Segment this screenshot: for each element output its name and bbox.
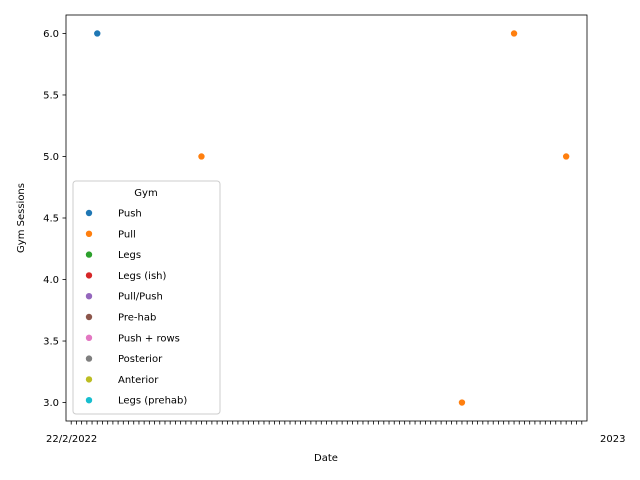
legend-label: Legs (ish) bbox=[118, 271, 167, 282]
data-point bbox=[197, 152, 206, 161]
legend-label: Posterior bbox=[118, 354, 163, 365]
legend-marker bbox=[85, 292, 93, 301]
data-points bbox=[93, 29, 570, 407]
legend-label: Pre-hab bbox=[118, 313, 156, 324]
legend-marker bbox=[85, 271, 93, 280]
legend-label: Pull/Push bbox=[118, 292, 163, 303]
x-axis-label: Date bbox=[314, 453, 338, 464]
legend-entries: Push Pull Legs Legs (ish) Pull/Push Pre-hab Pu… bbox=[85, 209, 187, 407]
x-tick-labels-left: 22/2/2022 bbox=[46, 434, 97, 445]
legend-label: Pull bbox=[118, 229, 136, 240]
data-point bbox=[93, 29, 102, 38]
plot-frame bbox=[65, 14, 588, 422]
data-point bbox=[562, 152, 570, 161]
legend-label: Legs bbox=[118, 250, 141, 261]
legend-label: Legs (prehab) bbox=[118, 396, 187, 407]
legend-marker bbox=[85, 354, 93, 363]
legend-frame bbox=[72, 180, 221, 415]
y-tick-label: 6.0 bbox=[43, 29, 59, 40]
legend-marker bbox=[85, 209, 93, 217]
x-tick-labels-right: 2023 bbox=[600, 434, 625, 445]
legend-marker bbox=[85, 230, 93, 238]
legend-label: Push bbox=[118, 209, 142, 220]
y-axis-label: Gym Sessions bbox=[16, 183, 27, 253]
y-tick-label: 4.5 bbox=[43, 214, 59, 225]
legend-marker bbox=[85, 375, 93, 384]
legend: Gym Push Pull Legs Legs (ish) Pull/Push Pre-h… bbox=[72, 180, 221, 415]
y-tick-label: 3.5 bbox=[43, 337, 59, 348]
y-tick-label: 5.5 bbox=[43, 90, 59, 101]
data-point bbox=[510, 29, 518, 38]
data-point bbox=[458, 398, 466, 407]
y-tick-label: 5.0 bbox=[43, 152, 59, 163]
legend-title: Gym bbox=[134, 188, 157, 199]
y-axis-ticks: 3.0 3.5 4.0 4.5 5.0 5.5 6.0 bbox=[43, 29, 66, 409]
legend-label: Anterior bbox=[118, 375, 159, 386]
legend-marker bbox=[85, 313, 93, 321]
x-axis-ticks bbox=[70, 421, 583, 425]
y-tick-label: 4.0 bbox=[43, 275, 59, 286]
legend-label: Push + rows bbox=[118, 333, 180, 344]
legend-marker bbox=[85, 396, 93, 405]
legend-marker bbox=[85, 333, 93, 342]
y-tick-label: 3.0 bbox=[43, 398, 59, 409]
legend-marker bbox=[85, 250, 93, 259]
